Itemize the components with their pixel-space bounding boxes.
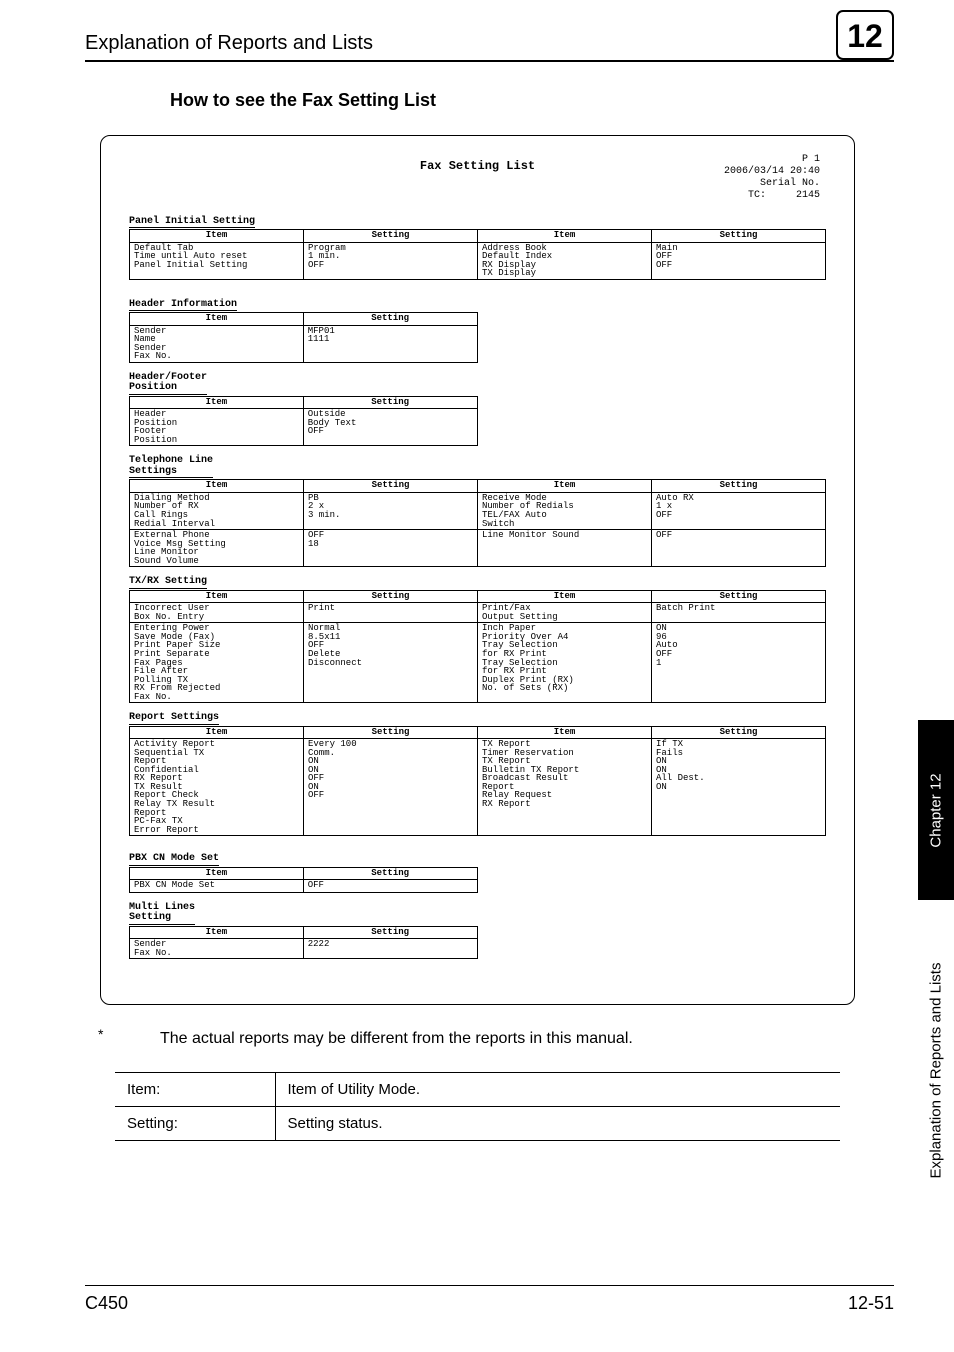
col-item: Item: [478, 726, 652, 738]
pbx-heading: PBX CN Mode Set: [129, 854, 219, 866]
cell: If TX Fails ON ON All Dest. ON: [652, 739, 826, 836]
col-setting: Setting: [303, 396, 477, 408]
tel-line-heading: Telephone Line Settings: [129, 456, 213, 478]
col-setting: Setting: [303, 313, 477, 325]
col-item: Item: [478, 480, 652, 492]
cell: OFF: [303, 880, 477, 892]
panel-initial-table: Item Setting Item Setting Default Tab Ti…: [129, 229, 826, 280]
header-info-table: Item Setting Sender Name Sender Fax No. …: [129, 312, 478, 363]
cell: Dialing Method Number of RX Call Rings R…: [130, 492, 304, 529]
cell: Receive Mode Number of Redials TEL/FAX A…: [478, 492, 652, 529]
cell: Outside Body Text OFF: [303, 409, 477, 446]
pbx-table: Item Setting PBX CN Mode Set OFF: [129, 867, 478, 893]
cell: Program 1 min. OFF: [304, 242, 478, 279]
footer-model: C450: [85, 1293, 128, 1314]
report-title: Fax Setting List: [129, 160, 826, 173]
cell: Activity Report Sequential TX Report Con…: [130, 739, 304, 836]
report-datetime: 2006/03/14 20:40: [724, 166, 820, 178]
fax-setting-list-report: Fax Setting List P 1 2006/03/14 20:40 Se…: [100, 135, 855, 1005]
cell: Print/Fax Output Setting: [478, 603, 652, 623]
cell: Every 100 Comm. ON ON OFF ON OFF: [304, 739, 478, 836]
col-setting: Setting: [652, 230, 826, 242]
legend-value: Setting status.: [275, 1107, 840, 1141]
chapter-number-badge: 12: [836, 10, 894, 60]
cell: Normal 8.5x11 OFF Delete Disconnect: [304, 623, 478, 703]
cell: Default Tab Time until Auto reset Panel …: [130, 242, 304, 279]
col-setting: Setting: [304, 480, 478, 492]
chapter-side-label: Chapter 12: [928, 773, 945, 847]
col-setting: Setting: [304, 590, 478, 602]
col-setting: Setting: [652, 726, 826, 738]
footnote: * The actual reports may be different fr…: [100, 1030, 879, 1048]
report-settings-table: Item Setting Item Setting Activity Repor…: [129, 726, 826, 836]
cell: Incorrect User Box No. Entry: [130, 603, 304, 623]
col-item: Item: [130, 396, 304, 408]
serial-no-label: Serial No.: [724, 178, 820, 190]
legend-value: Item of Utility Mode.: [275, 1073, 840, 1107]
footnote-text: The actual reports may be different from…: [160, 1030, 879, 1048]
col-item: Item: [130, 867, 304, 879]
tc-label: TC:: [748, 190, 766, 201]
col-item: Item: [130, 726, 304, 738]
side-section-text: Explanation of Reports and Lists: [924, 920, 948, 1220]
tel-line-table: Item Setting Item Setting Dialing Method…: [129, 479, 826, 567]
legend-table: Item: Item of Utility Mode. Setting: Set…: [115, 1072, 840, 1141]
multi-lines-heading: Multi Lines Setting: [129, 903, 195, 925]
header-divider: [85, 60, 894, 62]
cell: External Phone Voice Msg Setting Line Mo…: [130, 530, 304, 567]
col-item: Item: [130, 926, 304, 938]
col-setting: Setting: [303, 867, 477, 879]
cell: Batch Print: [652, 603, 826, 623]
legend-key: Setting:: [115, 1107, 275, 1141]
col-setting: Setting: [652, 590, 826, 602]
cell: MFP01 1111: [303, 325, 477, 362]
page-header-title: Explanation of Reports and Lists: [85, 32, 373, 55]
multi-lines-table: Item Setting Sender Fax No. 2222: [129, 926, 478, 960]
page-indicator: P 1: [724, 154, 820, 166]
cell: Entering Power Save Mode (Fax) Print Pap…: [130, 623, 304, 703]
col-item: Item: [130, 480, 304, 492]
cell: PB 2 x 3 min.: [304, 492, 478, 529]
col-item: Item: [478, 230, 652, 242]
side-section-label: Explanation of Reports and Lists: [928, 962, 945, 1178]
chapter-side-tab: Chapter 12: [918, 720, 954, 900]
col-setting: Setting: [304, 726, 478, 738]
header-info-heading: Header Information: [129, 300, 237, 312]
report-meta: P 1 2006/03/14 20:40 Serial No. TC: 2145: [724, 154, 820, 202]
cell: Sender Name Sender Fax No.: [130, 325, 304, 362]
cell: TX Report Timer Reservation TX Report Bu…: [478, 739, 652, 836]
cell: Print: [304, 603, 478, 623]
footer-divider: [85, 1285, 894, 1286]
cell: 2222: [303, 939, 477, 959]
legend-key: Item:: [115, 1073, 275, 1107]
cell: OFF 18: [304, 530, 478, 567]
tc-value: 2145: [796, 190, 820, 201]
cell: Line Monitor Sound: [478, 530, 652, 567]
cell: Inch Paper Priority Over A4 Tray Selecti…: [478, 623, 652, 703]
section-title: How to see the Fax Setting List: [170, 90, 436, 111]
report-settings-heading: Report Settings: [129, 713, 219, 725]
header-footer-heading: Header/Footer Position: [129, 373, 207, 395]
cell: ON 96 Auto OFF 1: [652, 623, 826, 703]
asterisk: *: [98, 1026, 103, 1042]
col-setting: Setting: [652, 480, 826, 492]
panel-initial-heading: Panel Initial Setting: [129, 217, 255, 229]
col-item: Item: [130, 230, 304, 242]
footer-page-number: 12-51: [848, 1293, 894, 1314]
col-setting: Setting: [304, 230, 478, 242]
cell: PBX CN Mode Set: [130, 880, 304, 892]
col-setting: Setting: [303, 926, 477, 938]
header-footer-table: Item Setting Header Position Footer Posi…: [129, 396, 478, 447]
cell: Header Position Footer Position: [130, 409, 304, 446]
cell: Auto RX 1 x OFF: [652, 492, 826, 529]
col-item: Item: [130, 313, 304, 325]
cell: Address Book Default Index RX Display TX…: [478, 242, 652, 279]
txrx-heading: TX/RX Setting: [129, 577, 207, 589]
col-item: Item: [478, 590, 652, 602]
txrx-table: Item Setting Item Setting Incorrect User…: [129, 590, 826, 703]
cell: OFF: [652, 530, 826, 567]
cell: Sender Fax No.: [130, 939, 304, 959]
col-item: Item: [130, 590, 304, 602]
cell: Main OFF OFF: [652, 242, 826, 279]
